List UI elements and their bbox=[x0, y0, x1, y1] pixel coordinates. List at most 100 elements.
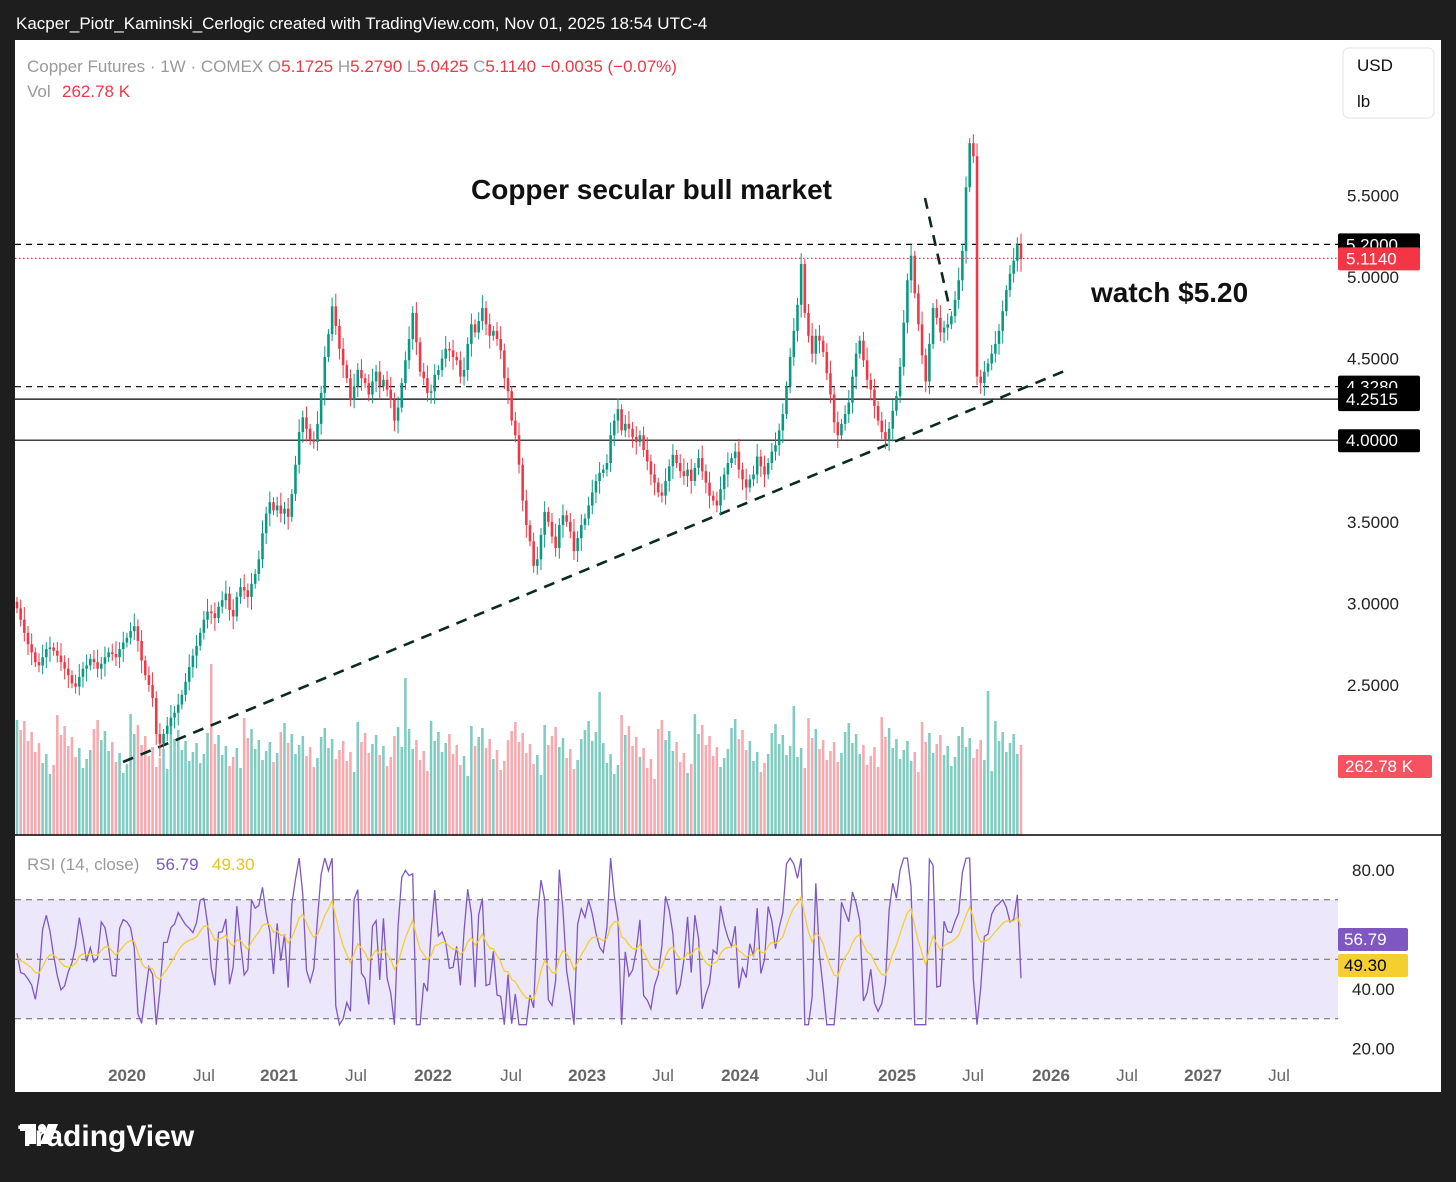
candle-body[interactable] bbox=[752, 474, 755, 480]
candle-body[interactable] bbox=[63, 662, 66, 669]
candle-body[interactable] bbox=[235, 596, 239, 617]
candle-body[interactable] bbox=[708, 482, 711, 496]
candle-body[interactable] bbox=[847, 402, 851, 415]
candle-body[interactable] bbox=[539, 534, 543, 560]
candle-body[interactable] bbox=[576, 538, 579, 552]
candle-body[interactable] bbox=[601, 469, 605, 473]
candle-body[interactable] bbox=[781, 414, 785, 431]
candle-body[interactable] bbox=[499, 339, 502, 351]
candle-body[interactable] bbox=[78, 676, 81, 687]
candle-body[interactable] bbox=[569, 521, 572, 532]
candle-body[interactable] bbox=[594, 481, 598, 493]
candle-body[interactable] bbox=[616, 409, 620, 421]
candle-body[interactable] bbox=[48, 647, 52, 650]
candle-body[interactable] bbox=[620, 409, 623, 431]
candle-body[interactable] bbox=[272, 502, 275, 511]
candle-body[interactable] bbox=[1016, 244, 1019, 261]
candle-body[interactable] bbox=[59, 655, 63, 663]
candle-body[interactable] bbox=[92, 658, 96, 663]
candle-body[interactable] bbox=[378, 371, 382, 387]
candle-body[interactable] bbox=[935, 308, 939, 318]
candle-body[interactable] bbox=[477, 321, 480, 333]
candle-body[interactable] bbox=[367, 383, 371, 395]
candle-body[interactable] bbox=[623, 423, 627, 431]
candle-body[interactable] bbox=[667, 466, 671, 481]
candle-body[interactable] bbox=[763, 466, 766, 475]
candle-body[interactable] bbox=[429, 391, 433, 393]
rsi-ma-line[interactable] bbox=[16, 894, 1022, 1001]
candle-body[interactable] bbox=[975, 156, 979, 377]
candle-body[interactable] bbox=[323, 356, 327, 393]
candle-body[interactable] bbox=[444, 348, 447, 359]
candle-body[interactable] bbox=[697, 458, 700, 468]
candle-body[interactable] bbox=[437, 370, 440, 375]
candle-body[interactable] bbox=[275, 505, 279, 511]
candle-body[interactable] bbox=[114, 653, 118, 658]
candle-body[interactable] bbox=[34, 652, 37, 663]
candle-body[interactable] bbox=[492, 330, 495, 336]
candle-body[interactable] bbox=[876, 405, 880, 421]
candle-body[interactable] bbox=[942, 327, 946, 333]
candle-body[interactable] bbox=[583, 518, 587, 526]
candle-body[interactable] bbox=[869, 379, 873, 390]
candle-body[interactable] bbox=[261, 533, 264, 560]
candle-body[interactable] bbox=[341, 348, 345, 366]
candle-body[interactable] bbox=[143, 660, 147, 676]
candle-body[interactable] bbox=[209, 611, 213, 614]
candle-body[interactable] bbox=[327, 334, 330, 357]
candle-body[interactable] bbox=[239, 587, 242, 597]
candle-body[interactable] bbox=[854, 353, 858, 377]
candle-body[interactable] bbox=[396, 407, 400, 421]
candle-body[interactable] bbox=[972, 143, 975, 157]
candle-body[interactable] bbox=[294, 464, 297, 495]
candle-body[interactable] bbox=[162, 733, 165, 744]
candle-body[interactable] bbox=[448, 348, 451, 351]
candle-body[interactable] bbox=[898, 366, 902, 397]
candle-body[interactable] bbox=[777, 430, 781, 446]
candle-body[interactable] bbox=[41, 657, 44, 666]
price-chart[interactable]: 5.50005.00004.50003.50003.00002.50005.20… bbox=[15, 40, 1441, 1092]
candle-body[interactable] bbox=[30, 644, 33, 653]
candle-body[interactable] bbox=[799, 263, 803, 305]
candle-body[interactable] bbox=[481, 308, 484, 322]
candle-body[interactable] bbox=[129, 631, 132, 638]
candle-body[interactable] bbox=[264, 513, 268, 534]
candle-body[interactable] bbox=[609, 435, 612, 464]
candle-body[interactable] bbox=[352, 386, 356, 400]
candle-body[interactable] bbox=[986, 363, 990, 372]
candle-body[interactable] bbox=[316, 423, 319, 442]
candle-body[interactable] bbox=[290, 494, 294, 517]
candle-body[interactable] bbox=[455, 356, 458, 361]
candle-body[interactable] bbox=[843, 414, 847, 424]
candle-body[interactable] bbox=[946, 324, 949, 328]
candle-body[interactable] bbox=[957, 280, 960, 300]
candle-body[interactable] bbox=[631, 428, 634, 437]
candle-body[interactable] bbox=[195, 645, 198, 656]
candle-body[interactable] bbox=[107, 652, 110, 658]
candle-body[interactable] bbox=[488, 324, 491, 336]
candle-body[interactable] bbox=[1008, 273, 1012, 291]
candle-body[interactable] bbox=[206, 611, 209, 620]
candle-body[interactable] bbox=[165, 725, 169, 734]
candle-body[interactable] bbox=[913, 255, 917, 294]
candle-body[interactable] bbox=[110, 652, 114, 654]
candle-body[interactable] bbox=[132, 626, 136, 632]
candle-body[interactable] bbox=[330, 306, 334, 335]
candle-body[interactable] bbox=[730, 458, 733, 464]
candle-body[interactable] bbox=[15, 601, 19, 609]
candle-body[interactable] bbox=[96, 662, 99, 669]
candle-body[interactable] bbox=[213, 613, 217, 619]
candle-body[interactable] bbox=[675, 454, 678, 464]
candle-body[interactable] bbox=[345, 365, 349, 379]
candle-body[interactable] bbox=[349, 378, 352, 400]
candle-body[interactable] bbox=[360, 370, 363, 379]
candle-body[interactable] bbox=[895, 396, 898, 411]
candle-body[interactable] bbox=[180, 694, 184, 705]
candle-body[interactable] bbox=[558, 525, 561, 548]
candle-body[interactable] bbox=[862, 340, 865, 361]
candle-body[interactable] bbox=[334, 306, 338, 326]
candle-body[interactable] bbox=[737, 451, 741, 470]
candle-body[interactable] bbox=[404, 360, 407, 384]
candle-body[interactable] bbox=[953, 299, 957, 317]
candle-body[interactable] bbox=[829, 373, 832, 395]
